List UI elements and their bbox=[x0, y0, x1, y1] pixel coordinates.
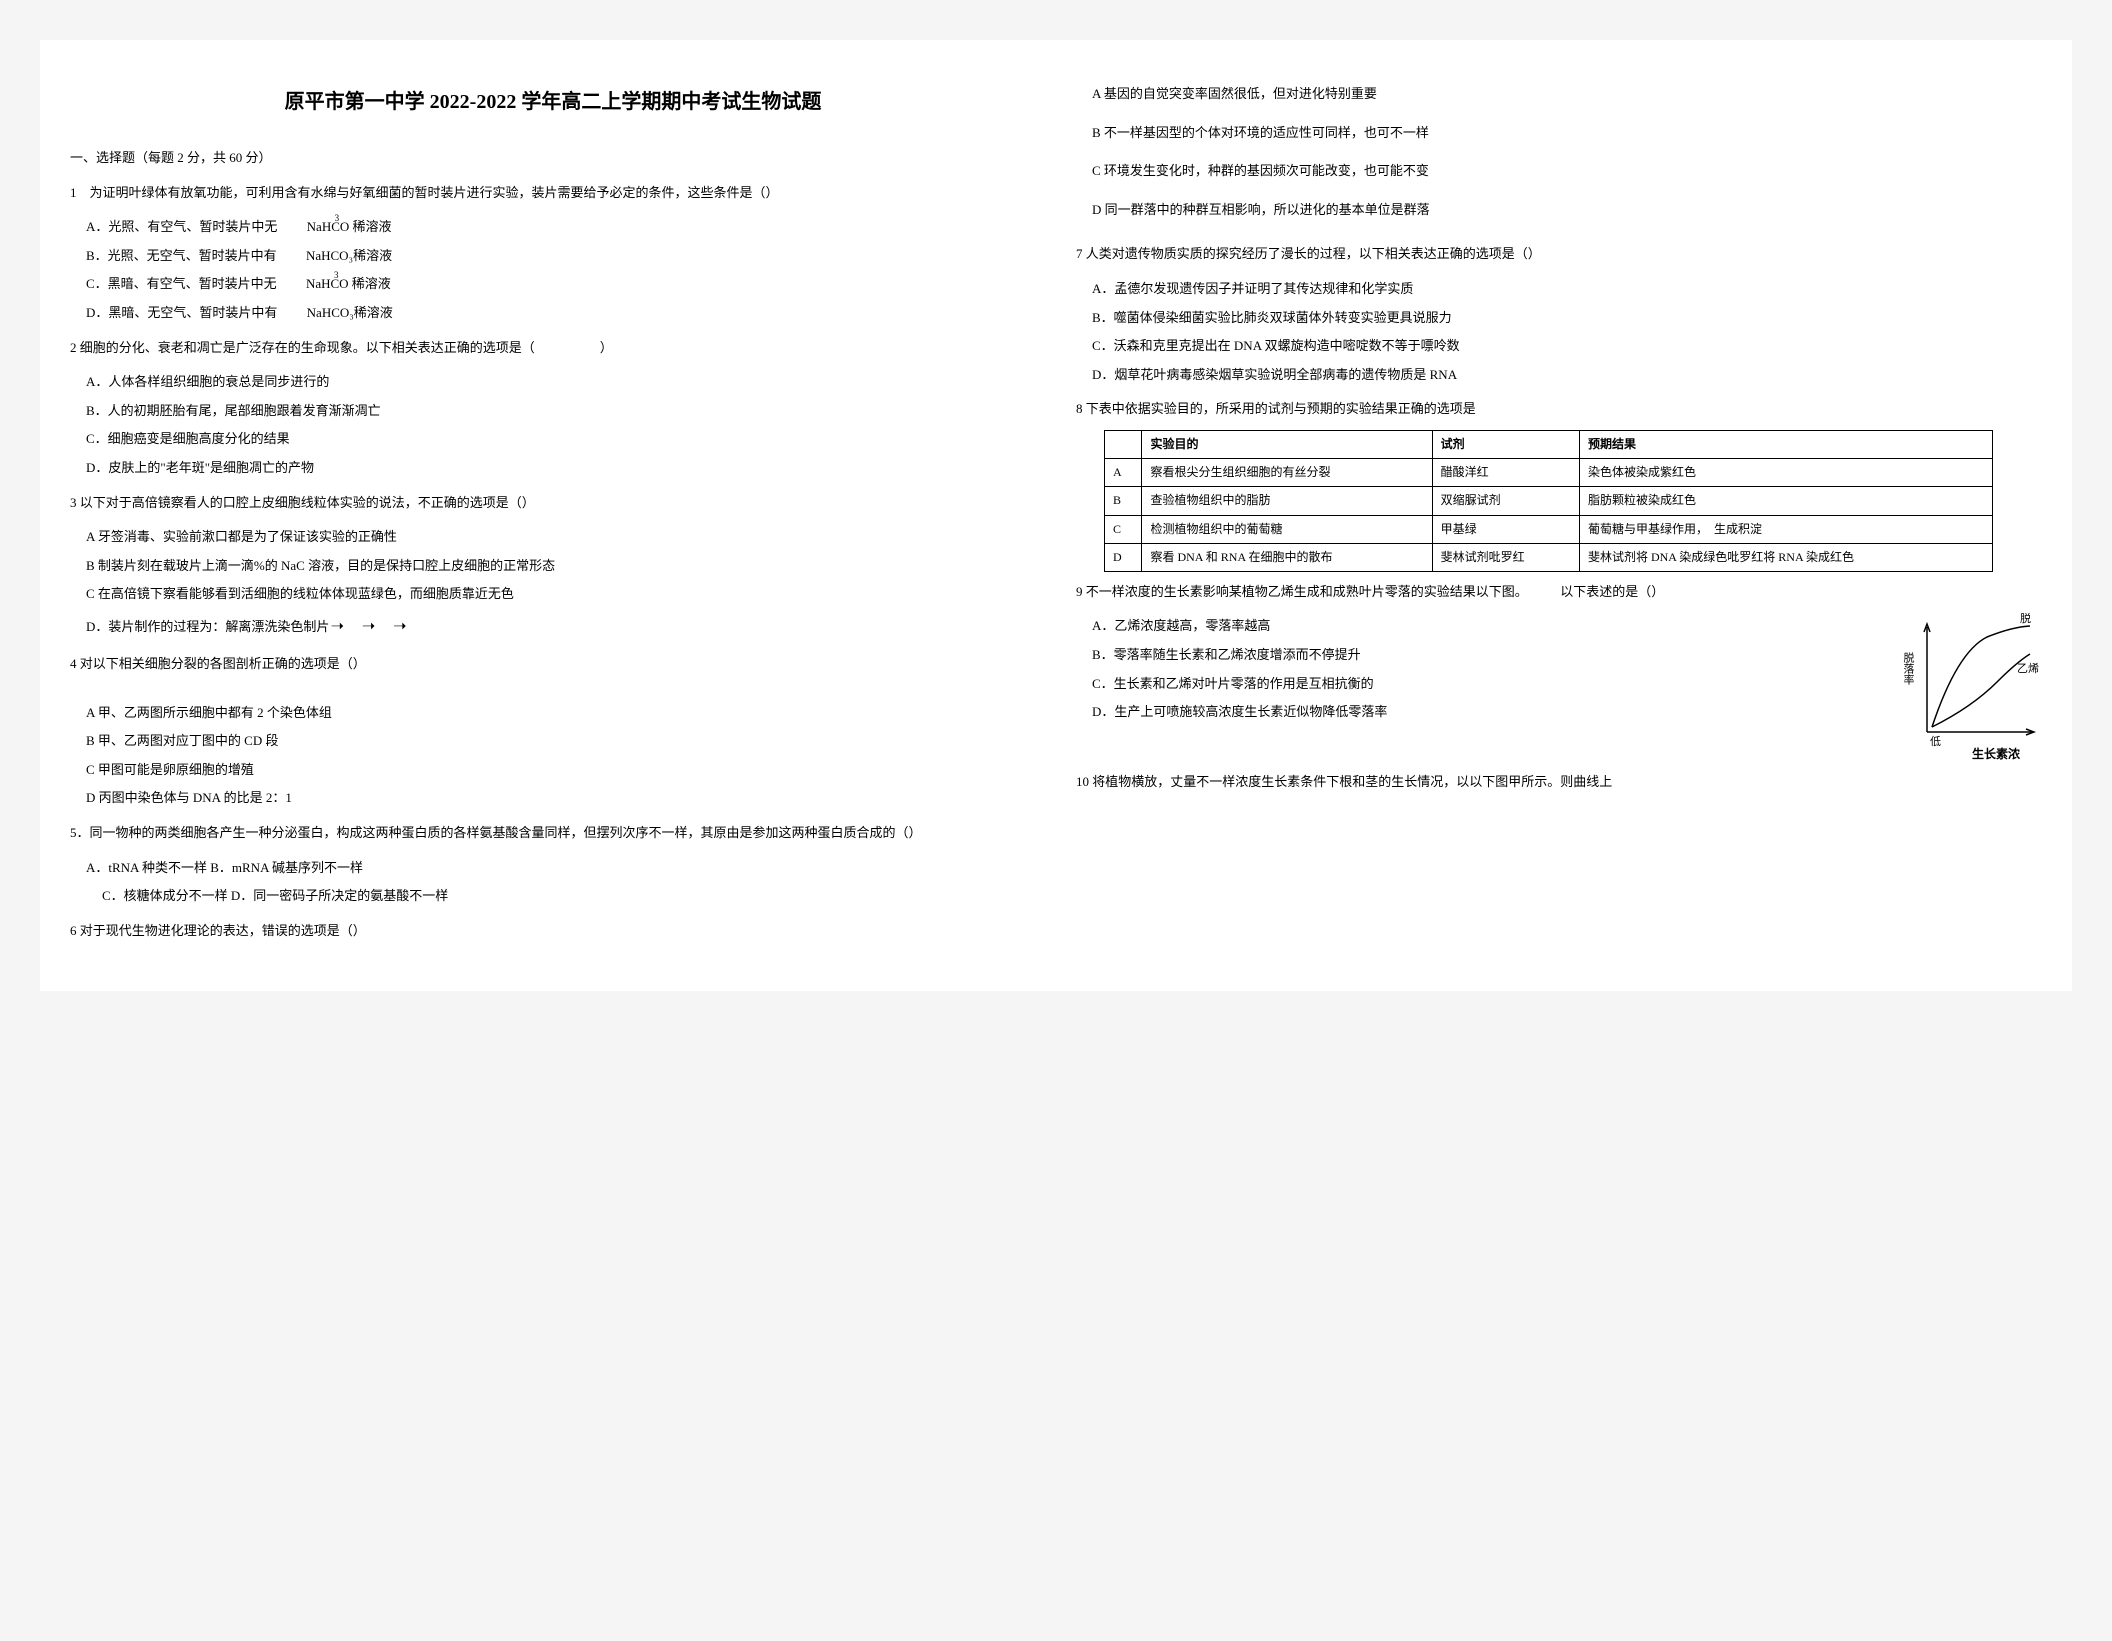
q9-stem: 9 不一样浓度的生长素影响某植物乙烯生成和成熟叶片零落的实验结果以下图。 以下表… bbox=[1076, 578, 2042, 607]
q6-opt-a: A 基因的自觉突变率固然很低，但对进化特别重要 bbox=[1076, 80, 2042, 109]
th-blank bbox=[1105, 430, 1142, 458]
q5-stem: 5．同一物种的两类细胞各产生一种分泌蛋白，构成这两种蛋白质的各样氨基酸含量同样，… bbox=[70, 819, 1036, 848]
q2-opt-b: B．人的初期胚胎有尾，尾部细胞跟着发育渐渐凋亡 bbox=[70, 397, 1036, 426]
q1-b-tail: NaHCO₃稀溶液 bbox=[306, 248, 392, 263]
q7-opt-a: A．孟德尔发现遗传因子并证明了其传达规律和化学实质 bbox=[1076, 275, 2042, 304]
chart-x-label: 生长素浓 bbox=[1972, 746, 2021, 761]
q1-opt-a: A．光照、有空气、暂时装片中无 3NaHCO 稀溶液 bbox=[70, 213, 1036, 242]
right-column: A 基因的自觉突变率固然很低，但对进化特别重要 B 不一样基因型的个体对环境的适… bbox=[1076, 80, 2042, 951]
q1-c-tail: 3NaHCO 稀溶液 bbox=[306, 276, 391, 291]
q9-opt-b: B．零落率随生长素和乙烯浓度增添而不停提升 bbox=[1076, 641, 2042, 670]
table-row: B 查验植物组织中的脂肪 双缩脲试剂 脂肪颗粒被染成红色 bbox=[1105, 487, 1993, 515]
q7-opt-b: B．噬菌体侵染细菌实验比肺炎双球菌体外转变实验更具说服力 bbox=[1076, 304, 2042, 333]
cell-reagent: 斐林试剂吡罗红 bbox=[1432, 543, 1579, 571]
q3-opt-c: C 在高倍镜下察看能够看到活细胞的线粒体体现蓝绿色，而细胞质靠近无色 bbox=[70, 580, 1036, 609]
q1-stem: 1 为证明叶绿体有放氧功能，可利用含有水绵与好氧细菌的暂时装片进行实验，装片需要… bbox=[70, 179, 1036, 208]
spacer bbox=[1076, 186, 2042, 196]
q9-opt-c: C．生长素和乙烯对叶片零落的作用是互相抗衡的 bbox=[1076, 670, 2042, 699]
q1-d-tail: NaHCO₃稀溶液 bbox=[307, 305, 393, 320]
q4-opt-b: B 甲、乙两图对应丁图中的 CD 段 bbox=[70, 727, 1036, 756]
cell-reagent: 甲基绿 bbox=[1432, 515, 1579, 543]
q4-stem: 4 对以下相关细胞分裂的各图剖析正确的选项是（） bbox=[70, 650, 1036, 679]
spacer bbox=[1076, 224, 2042, 234]
table-row: A 察看根尖分生组织细胞的有丝分裂 醋酸洋红 染色体被染成紫红色 bbox=[1105, 459, 1993, 487]
q1-a-tail-text: NaHCO 稀溶液 bbox=[307, 219, 392, 234]
q1-d-text: D．黑暗、无空气、暂时装片中有 bbox=[86, 305, 277, 320]
q9-opt-d: D．生产上可喷施较高浓度生长素近似物降低零落率 bbox=[1076, 698, 2042, 727]
q9-chart: 脱落率 脱 乙烯 低 生长素浓 bbox=[1902, 612, 2042, 762]
cell-purpose: 检测植物组织中的葡萄糖 bbox=[1142, 515, 1432, 543]
cell-label: C bbox=[1105, 515, 1142, 543]
spacer bbox=[1076, 147, 2042, 157]
left-column: 原平市第一中学 2022-2022 学年高二上学期期中考试生物试题 一、选择题（… bbox=[70, 80, 1036, 951]
q3-d-text: D．装片制作的过程为：解离漂洗染色制片 bbox=[86, 619, 329, 634]
q8-table: 实验目的 试剂 预期结果 A 察看根尖分生组织细胞的有丝分裂 醋酸洋红 染色体被… bbox=[1104, 430, 1993, 572]
q6-opt-c: C 环境发生变化时，种群的基因频次可能改变，也可能不变 bbox=[1076, 157, 2042, 186]
q10-stem: 10 将植物横放，丈量不一样浓度生长素条件下根和茎的生长情况，以以下图甲所示。则… bbox=[1076, 768, 2042, 797]
q5-opt-ab: A．tRNA 种类不一样 B．mRNA 碱基序列不一样 bbox=[70, 854, 1036, 883]
section-1-header: 一、选择题（每题 2 分，共 60 分） bbox=[70, 144, 1036, 173]
q4-opt-a: A 甲、乙两图所示细胞中都有 2 个染色体组 bbox=[70, 699, 1036, 728]
cell-result: 葡萄糖与甲基绿作用， 生成积淀 bbox=[1579, 515, 1992, 543]
cell-reagent: 醋酸洋红 bbox=[1432, 459, 1579, 487]
cell-result: 染色体被染成紫红色 bbox=[1579, 459, 1992, 487]
q1-opt-d: D．黑暗、无空气、暂时装片中有 NaHCO₃稀溶液 bbox=[70, 299, 1036, 328]
page: 原平市第一中学 2022-2022 学年高二上学期期中考试生物试题 一、选择题（… bbox=[40, 40, 2072, 991]
cell-result: 脂肪颗粒被染成红色 bbox=[1579, 487, 1992, 515]
q6-opt-b: B 不一样基因型的个体对环境的适应性可同样，也可不一样 bbox=[1076, 119, 2042, 148]
q2-opt-a: A．人体各样组织细胞的衰总是同步进行的 bbox=[70, 368, 1036, 397]
q3-opt-a: A 牙签消毒、实验前漱口都是为了保证该实验的正确性 bbox=[70, 523, 1036, 552]
q4-opt-c: C 甲图可能是卵原细胞的增殖 bbox=[70, 756, 1036, 785]
table-row: C 检测植物组织中的葡萄糖 甲基绿 葡萄糖与甲基绿作用， 生成积淀 bbox=[1105, 515, 1993, 543]
q7-opt-c: C．沃森和克里克提出在 DNA 双螺旋构造中嘧啶数不等于嘌呤数 bbox=[1076, 332, 2042, 361]
q2-stem: 2 细胞的分化、衰老和凋亡是广泛存在的生命现象。以下相关表达正确的选项是（ ） bbox=[70, 334, 1036, 363]
q3-opt-b: B 制装片刻在载玻片上滴一滴%的 NaC 溶液，目的是保持口腔上皮细胞的正常形态 bbox=[70, 552, 1036, 581]
th-purpose: 实验目的 bbox=[1142, 430, 1432, 458]
q1-b-text: B．光照、无空气、暂时装片中有 bbox=[86, 248, 277, 263]
chart-y-label: 脱落率 bbox=[1902, 651, 1915, 686]
q6-opt-d: D 同一群落中的种群互相影响，所以进化的基本单位是群落 bbox=[1076, 196, 2042, 225]
table-header-row: 实验目的 试剂 预期结果 bbox=[1105, 430, 1993, 458]
q7-stem: 7 人类对遗传物质实质的探究经历了漫长的过程，以下相关表达正确的选项是（） bbox=[1076, 240, 2042, 269]
q6-stem: 6 对于现代生物进化理论的表达，错误的选项是（） bbox=[70, 917, 1036, 946]
q5-opt-cd: C．核糖体成分不一样 D．同一密码子所决定的氨基酸不一样 bbox=[70, 882, 1036, 911]
q3-opt-d: D．装片制作的过程为：解离漂洗染色制片 ➝ ➝ ➝ bbox=[70, 609, 1036, 644]
q7-opt-d: D．烟草花叶病毒感染烟草实验说明全部病毒的遗传物质是 RNA bbox=[1076, 361, 2042, 390]
q1-a-tail: 3NaHCO 稀溶液 bbox=[307, 219, 392, 234]
cell-label: B bbox=[1105, 487, 1142, 515]
q2-opt-d: D．皮肤上的"老年斑"是细胞凋亡的产物 bbox=[70, 454, 1036, 483]
q1-opt-c: C．黑暗、有空气、暂时装片中无 3NaHCO 稀溶液 bbox=[70, 270, 1036, 299]
spacer bbox=[70, 685, 1036, 699]
q8-stem: 8 下表中依据实验目的，所采用的试剂与预期的实验结果正确的选项是 bbox=[1076, 395, 2042, 424]
cell-result: 斐林试剂将 DNA 染成绿色吡罗红将 RNA 染成红色 bbox=[1579, 543, 1992, 571]
q1-a-text: A．光照、有空气、暂时装片中无 bbox=[86, 219, 277, 234]
cell-purpose: 察看 DNA 和 RNA 在细胞中的散布 bbox=[1142, 543, 1432, 571]
q3-stem: 3 以下对于高倍镜察看人的口腔上皮细胞线粒体实验的说法，不正确的选项是（） bbox=[70, 489, 1036, 518]
q1-opt-b: B．光照、无空气、暂时装片中有 NaHCO₃稀溶液 bbox=[70, 242, 1036, 271]
chart-axis-low: 低 bbox=[1930, 735, 1941, 748]
chart-line1-label: 乙烯 bbox=[2017, 662, 2039, 675]
th-result: 预期结果 bbox=[1579, 430, 1992, 458]
q9-opt-a: A．乙烯浓度越高，零落率越高 bbox=[1076, 612, 2042, 641]
th-reagent: 试剂 bbox=[1432, 430, 1579, 458]
q4-opt-d: D 丙图中染色体与 DNA 的比是 2：1 bbox=[70, 784, 1036, 813]
cell-reagent: 双缩脲试剂 bbox=[1432, 487, 1579, 515]
cell-purpose: 察看根尖分生组织细胞的有丝分裂 bbox=[1142, 459, 1432, 487]
exam-title: 原平市第一中学 2022-2022 学年高二上学期期中考试生物试题 bbox=[70, 80, 1036, 124]
cell-purpose: 查验植物组织中的脂肪 bbox=[1142, 487, 1432, 515]
q1-c-text: C．黑暗、有空气、暂时装片中无 bbox=[86, 276, 277, 291]
table-row: D 察看 DNA 和 RNA 在细胞中的散布 斐林试剂吡罗红 斐林试剂将 DNA… bbox=[1105, 543, 1993, 571]
q2-opt-c: C．细胞癌变是细胞高度分化的结果 bbox=[70, 425, 1036, 454]
cell-label: A bbox=[1105, 459, 1142, 487]
q1-c-tail-text: NaHCO 稀溶液 bbox=[306, 276, 391, 291]
chart-line2-label: 脱 bbox=[2020, 612, 2031, 625]
spacer bbox=[1076, 109, 2042, 119]
cell-label: D bbox=[1105, 543, 1142, 571]
